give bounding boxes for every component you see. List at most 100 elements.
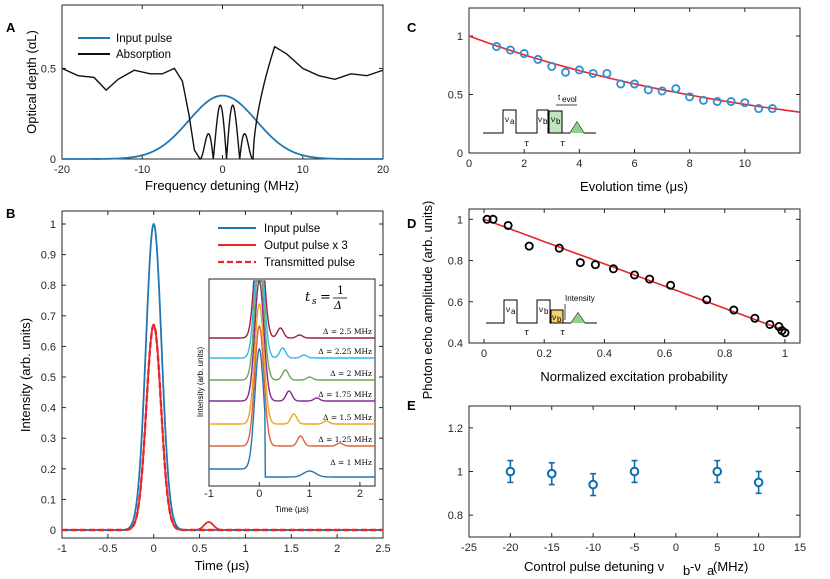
d-seq-vb2-sub: b	[557, 315, 562, 324]
panel-e-xlabel: Control pulse detuning ν	[524, 559, 664, 574]
panel-a-input-pulse-line	[62, 94, 383, 160]
panel-b-xtick-label: -0.5	[98, 543, 117, 555]
panel-a-xtick-label: 20	[377, 164, 389, 176]
panel-b-ytick-label: 0	[50, 525, 56, 537]
panel-a-xlabel: Frequency detuning (MHz)	[145, 178, 299, 193]
panel-a-lines	[61, 45, 384, 160]
panel-e-xlabel-sub1: b	[683, 563, 690, 578]
panel-label-a: A	[6, 20, 16, 35]
panel-d-point	[729, 305, 739, 315]
d-seq-tau1: τ	[524, 328, 530, 338]
panel-c-xtick-label: 4	[576, 158, 582, 170]
panel-a-xtick-label: -10	[134, 164, 150, 176]
inset-trace-label: Δ = 1.25 MHz	[318, 435, 372, 444]
panel-a-xtick-label: 0	[219, 164, 225, 176]
panel-e-point	[546, 468, 557, 479]
c-seq-va: ν	[505, 115, 509, 124]
panel-c-xtick-label: 2	[521, 158, 527, 170]
inset-trace-4	[209, 302, 375, 425]
d-seq-echo-fill	[571, 313, 585, 323]
panel-c-point	[505, 45, 515, 55]
panel-d-ytick-label: 1	[457, 214, 463, 226]
inset-xlabel: Time (μs)	[275, 505, 309, 514]
panel-e-point	[629, 466, 640, 477]
c-seq-vb2: ν	[551, 115, 555, 124]
c-seq-vb1-sub: b	[543, 117, 548, 126]
d-seq-pulses	[486, 299, 563, 324]
panel-e-ytick-label: 0.8	[448, 510, 463, 522]
panel-e-point	[588, 479, 598, 490]
panel-c-point	[602, 68, 612, 78]
panel-c-xtick-label: 10	[739, 158, 751, 170]
panel-a-absorption-line	[61, 45, 384, 160]
panel-e-xtick-label: -10	[585, 542, 601, 554]
panel-c-ticks: 0 2 4 6 8 10 0 0.5 1	[448, 8, 800, 170]
panel-e-ticks: -25 -20 -15 -10 -5 0 5 10 15 0.8 1 1.2	[448, 406, 806, 554]
panel-d-marks	[482, 214, 790, 338]
c-seq-vb2-sub: b	[556, 117, 561, 126]
panel-d-point	[608, 264, 618, 274]
panel-b-ytick-label: 0.9	[41, 250, 56, 262]
inset-trace-label: Δ = 2.5 MHz	[323, 327, 372, 336]
panel-c-point	[561, 67, 571, 77]
inset-title-den: Δ	[333, 299, 342, 312]
panel-b-ytick-label: 1	[50, 219, 56, 231]
panel-b-inset: Δ = 2.5 MHz Δ = 2.25 MHz Δ = 2 MHz Δ = 1.75…	[196, 278, 376, 514]
panel-d-point	[666, 280, 676, 290]
panel-c-point	[712, 97, 722, 107]
panel-e-xlabel-sub2: a	[707, 563, 715, 578]
panel-d-point	[702, 295, 712, 305]
panel-e-xtick-label: -5	[630, 542, 640, 554]
inset-trace-label: Δ = 1.75 MHz	[318, 390, 372, 399]
panel-b: -1 -0.5 0 0.5 1 1.5 2 2.5 0 0.1 0.2 0.3 0.4 0.5 0.6 0.7…	[18, 210, 391, 573]
panel-c-point	[698, 95, 708, 105]
panel-a: -20 -10 0 10 20 0 0.5 Frequency detuning (MHz)…	[24, 4, 389, 193]
panel-d-point	[482, 214, 492, 224]
panel-a-axes-box	[61, 4, 384, 160]
panel-d-point	[524, 241, 534, 251]
panel-e-xlabel-mid: -ν	[690, 559, 701, 574]
panel-b-ylabel: Intensity (arb. units)	[18, 318, 33, 432]
panel-d-ytick-label: 0.6	[448, 297, 463, 309]
panel-b-ytick-label: 0.8	[41, 280, 56, 292]
panel-b-ytick-label: 0.6	[41, 341, 56, 353]
panel-b-xtick-label: 0.5	[192, 543, 207, 555]
panel-b-xtick-label: 2	[334, 543, 340, 555]
panel-b-xtick-label: 1.5	[284, 543, 299, 555]
inset-xtick-label: 0	[256, 488, 262, 500]
c-seq-tau2: τ	[560, 139, 566, 149]
panel-d-xtick-label: 1	[782, 348, 788, 360]
panel-d-ytick-label: 0.4	[448, 338, 463, 350]
panel-b-ytick-label: 0.2	[41, 464, 56, 476]
panel-d-point	[575, 258, 585, 268]
inset-traces: Δ = 2.5 MHz Δ = 2.25 MHz Δ = 2 MHz Δ = 1.75…	[209, 279, 375, 478]
panel-e-xtick-label: -25	[461, 542, 477, 554]
panel-a-xtick-label: 10	[297, 164, 309, 176]
d-seq-va: ν	[506, 305, 510, 314]
panel-d-point	[765, 319, 775, 329]
inset-trace-1	[209, 280, 375, 359]
inset-trace-label: Δ = 2.25 MHz	[318, 347, 372, 356]
c-seq-echo-fill	[570, 122, 584, 133]
panel-b-ytick-label: 0.5	[41, 372, 56, 384]
d-seq-vb1: ν	[539, 305, 543, 314]
inset-title-t: t	[305, 290, 311, 305]
panel-d-ytick-label: 0.8	[448, 256, 463, 268]
panel-b-ytick-label: 0.4	[41, 403, 56, 415]
panel-c-xlabel: Evolution time (μs)	[580, 179, 688, 194]
panel-d-xtick-label: 0.4	[597, 348, 612, 360]
c-seq-vb1: ν	[538, 115, 542, 124]
panel-a-ytick-label: 0.5	[41, 63, 56, 75]
panel-c-point	[726, 97, 736, 107]
panel-a-ylabel: Optical depth (αL)	[24, 30, 39, 134]
inset-title-sub: s	[312, 297, 317, 307]
panel-c-point	[616, 79, 626, 89]
inset-xtick-label: 2	[357, 488, 363, 500]
d-seq-intensity: Intensity	[565, 294, 595, 303]
panel-d-fit-line	[483, 218, 783, 331]
panel-e-xtick-label: 5	[714, 542, 720, 554]
panel-a-ticks: -20 -10 0 10 20 0 0.5	[41, 5, 389, 176]
panel-c-xtick-label: 6	[631, 158, 637, 170]
panel-label-b: B	[6, 206, 15, 221]
